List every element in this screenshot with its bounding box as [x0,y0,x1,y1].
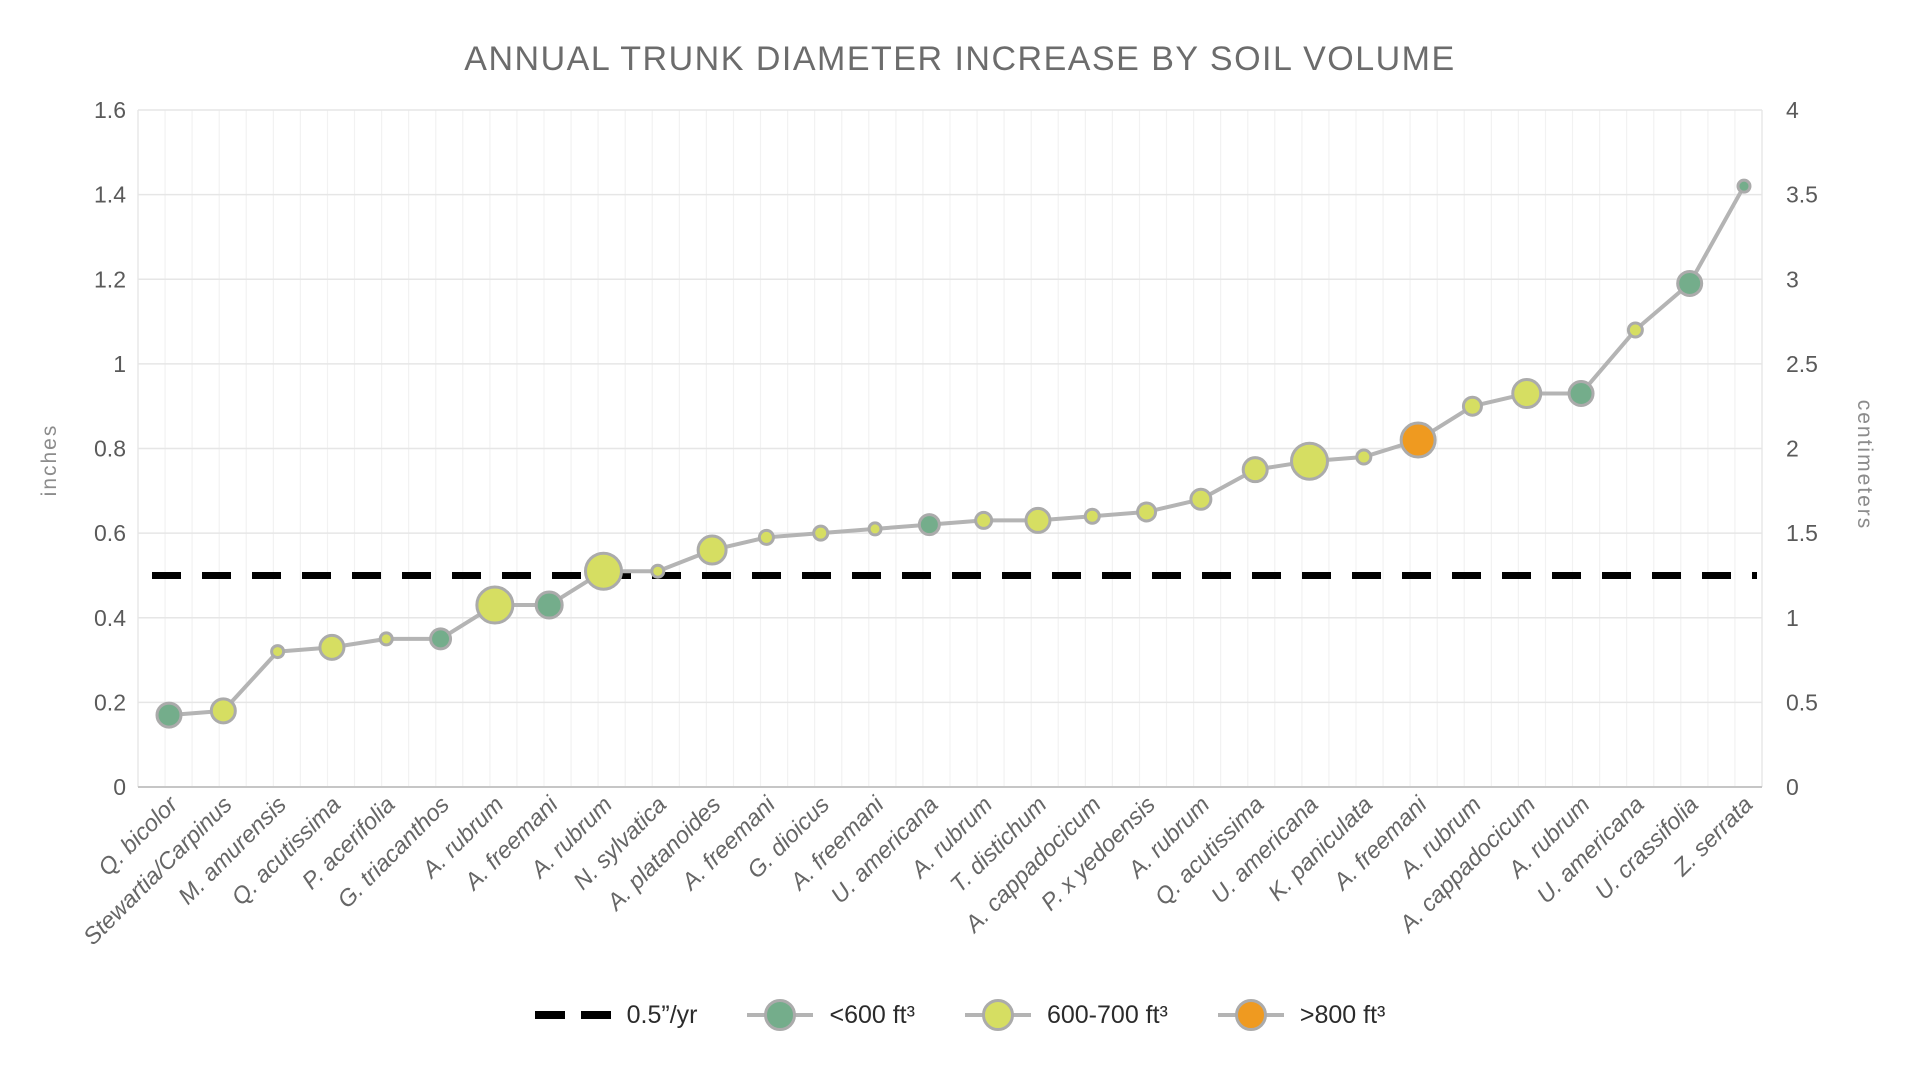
data-point-g-dioicus [812,524,830,542]
y-axis-title: inches [38,423,61,497]
data-point-u-crassifolia [1676,269,1704,297]
data-point-u-americana [1290,441,1330,481]
legend-item-600-700-ft-: 600-700 ft³ [964,998,1168,1032]
y2-tick-label: 1 [1786,605,1799,631]
data-point-q-bicolor [155,701,183,729]
data-point-q-acutissima [318,633,346,661]
data-point-u-americana [917,513,941,537]
data-point-a-rubrum [1189,487,1213,511]
y2-tick-label: 3.5 [1786,182,1818,208]
data-point-a-rubrum [974,510,994,530]
data-point-stewartia-carpinus [209,697,237,725]
data-point-u-americana [1626,321,1644,339]
y-tick-label: 0.2 [94,689,126,715]
data-point-a-platanoides [696,534,728,566]
data-point-a-rubrum [475,585,515,625]
data-point-a-rubrum [1461,395,1483,417]
data-point-a-rubrum [1567,379,1595,407]
data-point-p-acerifolia [378,631,394,647]
data-point-a-cappadocicum [1511,377,1543,409]
data-point-g-triacanthos [429,627,453,651]
y-tick-label: 0.8 [94,436,126,462]
legend: 0.5”/yr <600 ft³ 600-700 ft³ >800 ft³ [0,998,1920,1032]
y2-tick-label: 4 [1786,97,1799,123]
y-tick-label: 0.6 [94,520,126,546]
y2-tick-label: 2.5 [1786,351,1818,377]
y-tick-label: 0 [113,774,126,800]
data-point-a-freemani [1399,421,1437,459]
legend-label: <600 ft³ [829,1000,915,1029]
y-tick-label: 1.4 [94,182,126,208]
bubble-swatch [747,998,814,1032]
legend-item--600-ft-: <600 ft³ [747,998,915,1032]
y-tick-label: 1.6 [94,97,126,123]
data-point-m-amurensis [270,644,286,660]
bubble-swatch [964,998,1031,1032]
data-point-a-freemani [757,528,775,546]
y-tick-label: 1.2 [94,266,126,292]
data-point-a-freemani [867,521,883,537]
data-point-a-rubrum [583,551,623,591]
y2-tick-label: 0.5 [1786,689,1818,715]
legend-item--800-ft-: >800 ft³ [1217,998,1386,1032]
data-point-q-acutissima [1241,456,1269,484]
legend-label: 0.5”/yr [626,1000,698,1029]
chart-title: ANNUAL TRUNK DIAMETER INCREASE BY SOIL V… [464,40,1456,78]
data-point-p-x-yedoensis [1136,501,1158,523]
y2-axis-title: centimeters [1853,399,1876,531]
legend-label: 600-700 ft³ [1046,1000,1168,1029]
y2-tick-label: 2 [1786,436,1799,462]
bubble-swatch [1217,998,1284,1032]
y-tick-label: 0.4 [94,605,126,631]
legend-item-0-5-yr: 0.5”/yr [534,1000,698,1030]
data-point-z-serrata [1736,178,1752,194]
y2-tick-label: 1.5 [1786,520,1818,546]
y-tick-label: 1 [113,351,126,377]
y2-tick-label: 0 [1786,774,1799,800]
data-point-a-cappadocicum [1083,507,1101,525]
trend-line [167,184,1746,718]
data-point-a-freemani [534,590,564,620]
data-point-t-distichum [1024,506,1052,534]
dashed-line-swatch [534,1011,611,1019]
data-point-k-paniculata [1355,448,1373,466]
legend-label: >800 ft³ [1299,1000,1386,1029]
data-point-n-sylvatica [650,563,666,579]
y2-tick-label: 3 [1786,266,1799,292]
